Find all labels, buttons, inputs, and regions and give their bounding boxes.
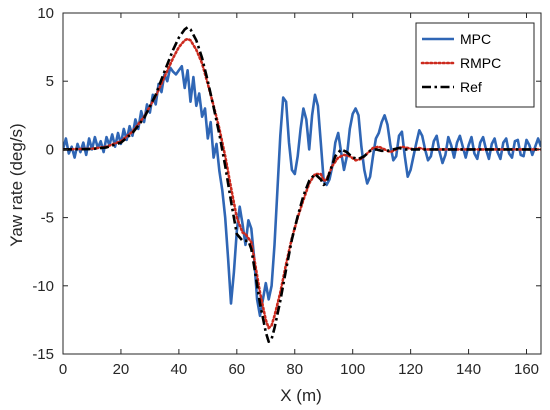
x-tick-label: 140 [456, 361, 481, 378]
series-line-rmpc [63, 37, 541, 330]
x-tick-label: 0 [59, 361, 67, 378]
legend-label-mpc: MPC [460, 31, 491, 47]
axes: 0 20 40 60 80 100 120 140 160 -15 -10 -5 0 5 10 [32, 5, 542, 378]
y-tick-label: -15 [32, 346, 54, 363]
x-tick-label: 80 [286, 361, 303, 378]
legend-box [415, 22, 535, 108]
y-tick-label: -10 [32, 278, 54, 295]
y-tick-label: 0 [46, 141, 54, 158]
y-axis-label: Yaw rate (deg/s) [7, 123, 26, 246]
y-tick-label: -5 [41, 210, 54, 227]
legend-label-ref: Ref [460, 79, 482, 95]
y-tick-label: 5 [46, 73, 54, 90]
x-tick-label: 20 [113, 361, 130, 378]
x-tick-label: 100 [340, 361, 365, 378]
plot-frame [62, 12, 542, 355]
legend: MPC RMPC Ref [415, 22, 535, 108]
x-tick-label: 120 [398, 361, 423, 378]
x-tick-label: 40 [171, 361, 188, 378]
series-line-ref [63, 26, 541, 343]
y-tick-label: 10 [37, 5, 54, 22]
plot-area [63, 26, 541, 343]
x-axis-label: X (m) [280, 386, 322, 405]
x-tick-label: 60 [228, 361, 245, 378]
legend-label-rmpc: RMPC [460, 55, 501, 71]
x-tick-label: 160 [514, 361, 539, 378]
